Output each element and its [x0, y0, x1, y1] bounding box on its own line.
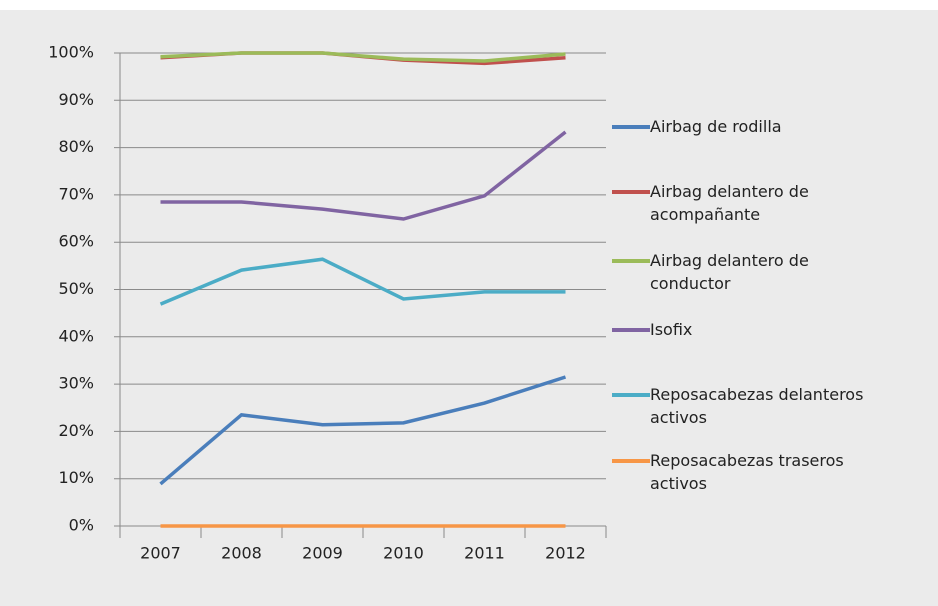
legend-item: Isofix — [612, 318, 912, 341]
legend-swatch — [612, 393, 650, 397]
y-tick-label: 50% — [58, 279, 94, 298]
legend-swatch — [612, 259, 650, 263]
line-series — [159, 257, 566, 306]
line-series — [160, 51, 566, 63]
legend-item: Reposacabezas traseros activos — [612, 449, 912, 495]
legend-item: Airbag de rodilla — [612, 115, 912, 138]
y-tick-label: 80% — [58, 137, 94, 156]
x-tick-label: 2010 — [383, 544, 424, 563]
line-series — [159, 375, 567, 486]
legend-label: Airbag delantero de conductor — [650, 251, 809, 293]
x-tick-label: 2011 — [464, 544, 505, 563]
legend-swatch — [612, 125, 650, 129]
x-tick-label: 2008 — [221, 544, 262, 563]
legend-label: Airbag delantero de acompañante — [650, 182, 809, 224]
legend-label: Reposacabezas traseros activos — [650, 451, 844, 493]
top-strip — [0, 0, 938, 10]
y-tick-label: 90% — [58, 90, 94, 109]
y-tick-label: 30% — [58, 374, 94, 393]
y-tick-label: 10% — [58, 468, 94, 487]
y-tick-label: 100% — [48, 43, 94, 62]
x-tick-label: 2007 — [140, 544, 181, 563]
legend-swatch — [612, 459, 650, 463]
y-tick-label: 0% — [69, 516, 94, 535]
y-tick-label: 70% — [58, 184, 94, 203]
legend-swatch — [612, 328, 650, 332]
x-tick-label: 2009 — [302, 544, 343, 563]
line-series — [160, 130, 567, 221]
legend-swatch — [612, 190, 650, 194]
legend-label: Isofix — [650, 320, 693, 339]
x-tick-label: 2012 — [545, 544, 586, 563]
legend-label: Airbag de rodilla — [650, 117, 782, 136]
legend-label: Reposacabezas delanteros activos — [650, 385, 864, 427]
legend-item: Airbag delantero de acompañante — [612, 180, 912, 226]
y-tick-label: 40% — [58, 326, 94, 345]
legend-item: Reposacabezas delanteros activos — [612, 383, 912, 429]
legend-item: Airbag delantero de conductor — [612, 249, 912, 295]
y-tick-label: 60% — [58, 232, 94, 251]
y-tick-label: 20% — [58, 421, 94, 440]
